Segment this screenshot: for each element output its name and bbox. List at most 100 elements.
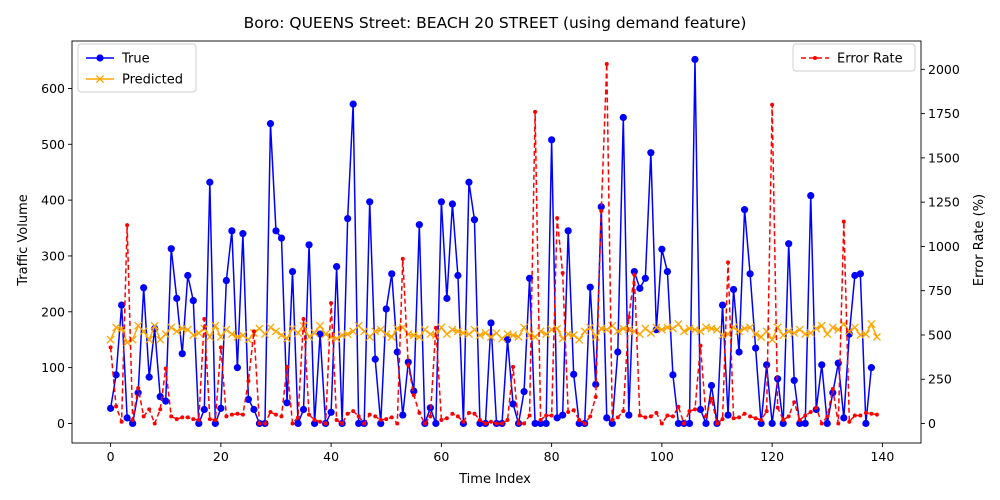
data-point — [378, 417, 383, 422]
data-point — [615, 415, 620, 420]
data-point — [786, 414, 791, 419]
data-point — [508, 331, 518, 340]
data-point — [294, 419, 302, 428]
data-point — [167, 245, 175, 253]
data-point — [768, 335, 777, 344]
data-point — [161, 330, 170, 339]
data-point — [129, 419, 137, 428]
data-point — [785, 240, 793, 248]
data-point — [797, 417, 802, 422]
data-point — [118, 301, 126, 309]
data-point — [470, 216, 479, 224]
data-point — [140, 284, 148, 292]
x-tick-label: 60 — [433, 449, 449, 464]
data-point — [614, 348, 622, 356]
data-point — [200, 405, 208, 414]
data-point — [195, 419, 203, 428]
data-point — [630, 267, 638, 276]
data-point — [355, 419, 363, 428]
data-point — [123, 338, 132, 347]
data-point — [555, 216, 560, 221]
data-point — [415, 332, 424, 341]
data-point — [737, 415, 742, 420]
data-point — [536, 327, 545, 336]
data-point — [420, 325, 429, 334]
data-point — [676, 404, 681, 409]
data-point — [163, 366, 168, 371]
data-point — [169, 414, 174, 419]
data-point — [329, 301, 334, 306]
data-point — [464, 330, 473, 339]
data-point — [213, 417, 218, 422]
data-point — [537, 419, 545, 428]
data-point — [444, 416, 449, 421]
data-point — [702, 419, 710, 428]
y-right-tick-label: 1500 — [928, 150, 960, 165]
data-point — [874, 412, 879, 417]
data-point — [106, 335, 115, 344]
data-point — [571, 408, 576, 413]
data-point — [343, 330, 352, 339]
data-point — [621, 409, 626, 414]
data-point — [834, 359, 842, 367]
data-point — [472, 411, 477, 416]
data-point — [753, 416, 758, 421]
data-point — [575, 419, 583, 428]
y-left-tick-label: 100 — [41, 360, 65, 375]
legend-label: Error Rate — [837, 52, 903, 67]
data-point — [316, 321, 325, 330]
data-point — [450, 411, 455, 416]
data-point — [202, 317, 207, 322]
data-point — [538, 417, 543, 422]
data-point — [433, 325, 438, 330]
data-point — [641, 324, 650, 333]
legend-left: True Predicted — [77, 43, 197, 93]
data-point — [862, 419, 870, 428]
data-point — [268, 410, 273, 415]
data-point — [806, 328, 815, 338]
data-point — [792, 400, 797, 405]
data-point — [729, 285, 738, 294]
data-point — [224, 414, 229, 419]
data-point — [494, 421, 499, 426]
data-point — [432, 419, 440, 428]
data-point — [663, 267, 672, 276]
data-point — [757, 419, 765, 428]
data-point — [779, 419, 787, 428]
y-left-tick-label: 600 — [41, 81, 65, 96]
data-point — [819, 421, 824, 426]
data-point — [582, 421, 587, 426]
data-point — [720, 417, 725, 422]
data-point — [323, 421, 328, 426]
data-point — [790, 328, 799, 338]
data-point — [266, 120, 275, 128]
data-point — [599, 209, 604, 214]
data-point — [417, 410, 422, 415]
data-point — [301, 317, 306, 322]
data-point — [119, 419, 124, 424]
data-point — [597, 203, 605, 211]
data-point — [404, 358, 412, 366]
data-point — [389, 415, 394, 420]
legend-label: Predicted — [122, 73, 183, 88]
data-point — [439, 417, 444, 422]
data-point — [305, 241, 313, 249]
data-point — [531, 419, 539, 428]
data-point — [748, 414, 753, 419]
data-point — [735, 348, 743, 356]
data-point — [218, 345, 223, 350]
data-point — [333, 262, 341, 271]
data-point — [147, 407, 152, 412]
x-tick-label: 140 — [870, 449, 894, 464]
data-point — [841, 219, 846, 224]
data-point — [228, 227, 236, 235]
data-point — [227, 330, 236, 339]
data-point — [172, 327, 181, 336]
data-point — [692, 407, 697, 412]
data-point — [415, 221, 423, 229]
data-point — [211, 321, 220, 330]
data-point — [586, 323, 595, 332]
data-point — [742, 411, 747, 416]
data-point — [114, 404, 119, 409]
data-point — [814, 405, 819, 410]
